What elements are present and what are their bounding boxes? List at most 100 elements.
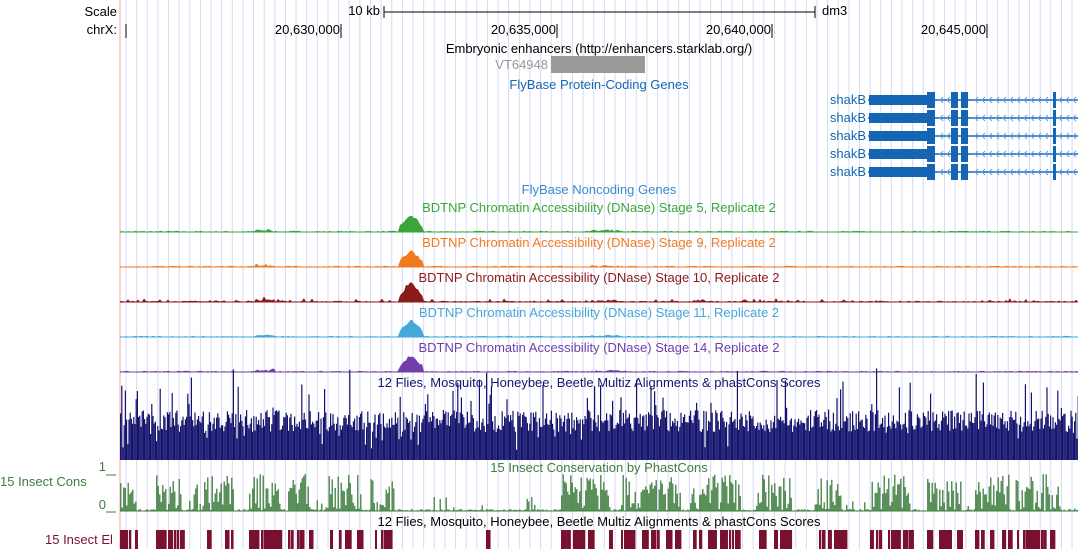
multiz-bar bbox=[482, 418, 484, 460]
gene-exon bbox=[951, 92, 958, 108]
phastcons-bar bbox=[609, 507, 611, 511]
multiz-bar bbox=[393, 424, 395, 460]
multiz-bar bbox=[830, 431, 832, 460]
multiz-bar bbox=[434, 427, 436, 460]
elements-side-label[interactable]: 15 Insect El bbox=[45, 532, 113, 547]
multiz-bar bbox=[177, 424, 179, 460]
phastcons-bar bbox=[771, 484, 773, 511]
multiz-bar bbox=[403, 412, 405, 460]
phastcons-bar bbox=[370, 479, 372, 511]
multiz-bar bbox=[943, 417, 945, 460]
multiz-bar bbox=[740, 413, 742, 460]
multiz-bar bbox=[842, 381, 844, 460]
strand-arrow bbox=[1058, 132, 1063, 140]
multiz-bar bbox=[439, 420, 441, 460]
multiz-bar bbox=[363, 422, 365, 460]
multiz-bar bbox=[596, 426, 598, 460]
multiz-bar bbox=[261, 427, 263, 460]
enhancers-track-title[interactable]: Embryonic enhancers (http://enhancers.st… bbox=[445, 41, 753, 56]
conserved-element bbox=[714, 530, 717, 549]
strand-arrow bbox=[1023, 168, 1028, 176]
multiz-bar bbox=[1046, 387, 1048, 460]
phastcons-bar bbox=[816, 504, 818, 511]
multiz-bar bbox=[871, 404, 873, 460]
phastcons-bar bbox=[696, 508, 698, 511]
phastcons-bar bbox=[310, 509, 312, 511]
multiz-bar bbox=[848, 431, 850, 460]
elements-track-title[interactable]: 12 Flies, Mosquito, Honeybee, Beetle Mul… bbox=[377, 514, 821, 529]
multiz-bar bbox=[1006, 421, 1008, 460]
multiz-bar bbox=[484, 432, 486, 460]
multiz-bar bbox=[763, 425, 765, 460]
multiz-bar bbox=[469, 422, 471, 460]
conserved-element bbox=[252, 530, 256, 549]
multiz-bar bbox=[706, 430, 708, 460]
dnase-stage10-title[interactable]: BDTNP Chromatin Accessibility (DNase) St… bbox=[418, 270, 780, 285]
noncoding-genes-track-title[interactable]: FlyBase Noncoding Genes bbox=[521, 182, 677, 197]
enhancer-item-label[interactable]: VT64948 bbox=[495, 57, 548, 72]
gene-label-shakB[interactable]: shakB bbox=[829, 92, 866, 107]
dnase-stage9-title[interactable]: BDTNP Chromatin Accessibility (DNase) St… bbox=[422, 235, 776, 250]
dnase-stage5-title[interactable]: BDTNP Chromatin Accessibility (DNase) St… bbox=[422, 200, 776, 215]
multiz-bar bbox=[321, 443, 323, 460]
phastcons-bar bbox=[348, 474, 350, 511]
multiz-bar bbox=[676, 420, 678, 460]
multiz-bar bbox=[583, 424, 585, 460]
phastcons-bar bbox=[841, 509, 843, 511]
protein-genes-track-title[interactable]: FlyBase Protein-Coding Genes bbox=[509, 77, 689, 92]
multiz-bar bbox=[512, 410, 514, 460]
multiz-bar bbox=[489, 394, 491, 460]
multiz-bar bbox=[367, 411, 369, 460]
phastcons-bar bbox=[630, 507, 632, 511]
strand-arrow bbox=[1009, 150, 1014, 158]
phastcons-bar bbox=[1002, 475, 1004, 511]
conserved-element bbox=[645, 530, 649, 549]
conserved-element bbox=[693, 530, 697, 549]
conserved-element bbox=[678, 530, 682, 549]
multiz-bar bbox=[501, 411, 503, 460]
phastcons-bar bbox=[1048, 494, 1050, 511]
phastcons-side-label[interactable]: 15 Insect Cons bbox=[0, 474, 87, 489]
phastcons-bar bbox=[1075, 510, 1077, 511]
multiz-bar bbox=[502, 425, 504, 460]
multiz-bar bbox=[334, 430, 336, 460]
phastcons-bar bbox=[798, 509, 800, 511]
gene-label-shakB[interactable]: shakB bbox=[829, 146, 866, 161]
phastcons-bar bbox=[379, 504, 381, 511]
gene-label-shakB[interactable]: shakB bbox=[829, 128, 866, 143]
phastcons-bar bbox=[700, 494, 702, 511]
gene-label-shakB[interactable]: shakB bbox=[829, 110, 866, 125]
conserved-element bbox=[981, 530, 985, 549]
conserved-element bbox=[267, 530, 272, 549]
dnase-stage11-title[interactable]: BDTNP Chromatin Accessibility (DNase) St… bbox=[418, 305, 780, 320]
phastcons-bar bbox=[168, 503, 170, 511]
phastcons-bar bbox=[535, 510, 537, 511]
phastcons-bar bbox=[1069, 509, 1071, 511]
phastcons-track-title[interactable]: 15 Insect Conservation by PhastCons bbox=[490, 460, 708, 475]
phastcons-bar bbox=[357, 474, 359, 511]
multiz-bar bbox=[133, 416, 135, 460]
multiz-bar bbox=[919, 418, 921, 460]
multiz-bar bbox=[297, 426, 299, 460]
gene-label-shakB[interactable]: shakB bbox=[829, 164, 866, 179]
multiz-bar bbox=[534, 417, 536, 460]
multiz-bar bbox=[986, 424, 988, 460]
phastcons-bar bbox=[976, 494, 978, 511]
dnase-stage14-title[interactable]: BDTNP Chromatin Accessibility (DNase) St… bbox=[418, 340, 780, 355]
phastcons-bar bbox=[808, 509, 810, 511]
phastcons-bar bbox=[859, 509, 861, 511]
phastcons-bar bbox=[729, 474, 731, 511]
multiz-bar bbox=[826, 429, 828, 460]
conserved-element bbox=[225, 530, 230, 549]
strand-arrow bbox=[1037, 114, 1042, 122]
phastcons-bar bbox=[340, 482, 342, 511]
phastcons-bar bbox=[579, 491, 581, 511]
multiz-bar bbox=[854, 429, 856, 460]
multiz-bar bbox=[918, 417, 920, 460]
strand-arrow bbox=[995, 132, 1000, 140]
strand-arrow bbox=[1016, 132, 1021, 140]
multiz-bar bbox=[734, 419, 736, 460]
multiz-bar bbox=[270, 431, 272, 460]
multiz-track-title[interactable]: 12 Flies, Mosquito, Honeybee, Beetle Mul… bbox=[377, 375, 821, 390]
